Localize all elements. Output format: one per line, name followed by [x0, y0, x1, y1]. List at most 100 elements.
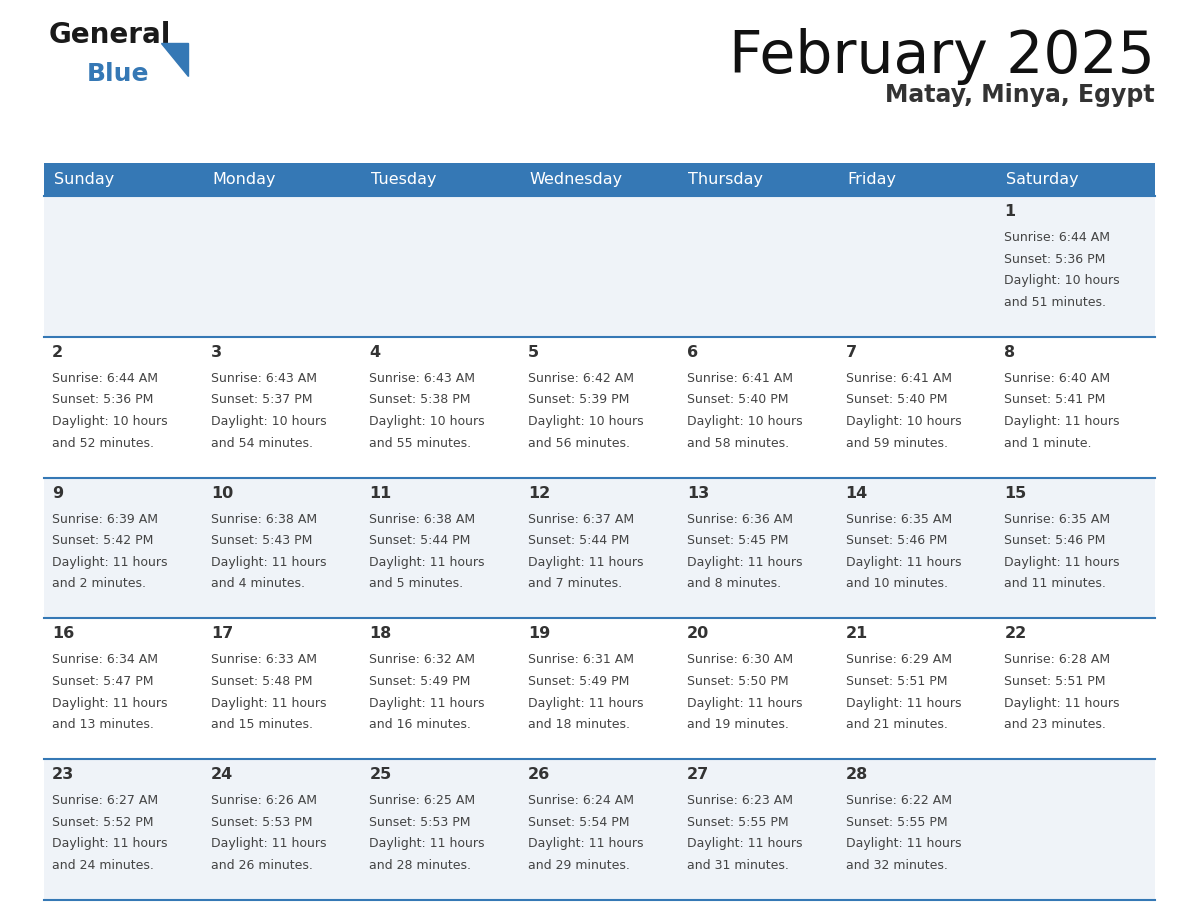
- Text: Daylight: 11 hours: Daylight: 11 hours: [52, 697, 168, 710]
- Text: Daylight: 11 hours: Daylight: 11 hours: [687, 555, 802, 569]
- Text: 22: 22: [1004, 626, 1026, 642]
- Bar: [203, 337, 361, 477]
- Bar: [997, 337, 1155, 477]
- Text: Sunrise: 6:22 AM: Sunrise: 6:22 AM: [846, 794, 952, 807]
- Text: 11: 11: [369, 486, 392, 500]
- Text: 6: 6: [687, 345, 699, 360]
- Text: and 56 minutes.: and 56 minutes.: [529, 437, 630, 450]
- Text: 26: 26: [529, 767, 550, 782]
- Text: Sunrise: 6:42 AM: Sunrise: 6:42 AM: [529, 372, 634, 385]
- Text: Tuesday: Tuesday: [371, 172, 436, 187]
- Text: 23: 23: [52, 767, 74, 782]
- Bar: [44, 196, 203, 337]
- Bar: [44, 759, 203, 900]
- Bar: [520, 163, 678, 196]
- Text: Sunset: 5:36 PM: Sunset: 5:36 PM: [1004, 252, 1106, 265]
- Text: 15: 15: [1004, 486, 1026, 500]
- Text: Sunrise: 6:30 AM: Sunrise: 6:30 AM: [687, 654, 792, 666]
- Text: Sunset: 5:46 PM: Sunset: 5:46 PM: [1004, 534, 1106, 547]
- Bar: [203, 163, 361, 196]
- Text: Sunrise: 6:24 AM: Sunrise: 6:24 AM: [529, 794, 634, 807]
- Text: 24: 24: [210, 767, 233, 782]
- Bar: [520, 759, 678, 900]
- Text: and 54 minutes.: and 54 minutes.: [210, 437, 312, 450]
- Bar: [361, 619, 520, 759]
- Text: Sunrise: 6:25 AM: Sunrise: 6:25 AM: [369, 794, 475, 807]
- Text: and 10 minutes.: and 10 minutes.: [846, 577, 948, 590]
- Bar: [361, 163, 520, 196]
- Bar: [203, 759, 361, 900]
- Bar: [361, 196, 520, 337]
- Text: 5: 5: [529, 345, 539, 360]
- Text: and 5 minutes.: and 5 minutes.: [369, 577, 463, 590]
- Text: and 28 minutes.: and 28 minutes.: [369, 859, 472, 872]
- Text: Daylight: 10 hours: Daylight: 10 hours: [846, 415, 961, 428]
- Bar: [44, 619, 203, 759]
- Text: Daylight: 11 hours: Daylight: 11 hours: [529, 837, 644, 850]
- Text: 28: 28: [846, 767, 867, 782]
- Text: General: General: [49, 21, 171, 49]
- Text: 7: 7: [846, 345, 857, 360]
- Text: Sunrise: 6:38 AM: Sunrise: 6:38 AM: [210, 512, 317, 526]
- Text: and 7 minutes.: and 7 minutes.: [529, 577, 623, 590]
- Bar: [997, 163, 1155, 196]
- Bar: [838, 337, 997, 477]
- Text: Daylight: 11 hours: Daylight: 11 hours: [1004, 697, 1120, 710]
- Text: 2: 2: [52, 345, 63, 360]
- Text: Daylight: 11 hours: Daylight: 11 hours: [846, 837, 961, 850]
- Text: Sunrise: 6:36 AM: Sunrise: 6:36 AM: [687, 512, 792, 526]
- Text: Sunset: 5:39 PM: Sunset: 5:39 PM: [529, 394, 630, 407]
- Text: Blue: Blue: [87, 62, 150, 86]
- Text: Daylight: 11 hours: Daylight: 11 hours: [210, 697, 327, 710]
- Bar: [997, 477, 1155, 619]
- Text: Sunrise: 6:33 AM: Sunrise: 6:33 AM: [210, 654, 317, 666]
- Text: Daylight: 10 hours: Daylight: 10 hours: [1004, 274, 1120, 287]
- Text: Daylight: 11 hours: Daylight: 11 hours: [846, 555, 961, 569]
- Text: Sunset: 5:40 PM: Sunset: 5:40 PM: [687, 394, 789, 407]
- Bar: [361, 477, 520, 619]
- Text: Daylight: 10 hours: Daylight: 10 hours: [529, 415, 644, 428]
- Text: Daylight: 11 hours: Daylight: 11 hours: [52, 555, 168, 569]
- Bar: [520, 619, 678, 759]
- Text: Friday: Friday: [847, 172, 896, 187]
- Text: and 52 minutes.: and 52 minutes.: [52, 437, 154, 450]
- Text: Sunset: 5:48 PM: Sunset: 5:48 PM: [210, 675, 312, 688]
- Text: and 11 minutes.: and 11 minutes.: [1004, 577, 1106, 590]
- Text: Sunrise: 6:43 AM: Sunrise: 6:43 AM: [369, 372, 475, 385]
- Text: and 24 minutes.: and 24 minutes.: [52, 859, 154, 872]
- Text: Sunset: 5:54 PM: Sunset: 5:54 PM: [529, 816, 630, 829]
- Text: Daylight: 11 hours: Daylight: 11 hours: [687, 697, 802, 710]
- Text: Sunrise: 6:44 AM: Sunrise: 6:44 AM: [52, 372, 158, 385]
- Text: Sunrise: 6:27 AM: Sunrise: 6:27 AM: [52, 794, 158, 807]
- Text: February 2025: February 2025: [729, 28, 1155, 85]
- Text: Sunset: 5:55 PM: Sunset: 5:55 PM: [846, 816, 947, 829]
- Text: Daylight: 10 hours: Daylight: 10 hours: [210, 415, 327, 428]
- Text: 25: 25: [369, 767, 392, 782]
- Text: Sunrise: 6:34 AM: Sunrise: 6:34 AM: [52, 654, 158, 666]
- Text: Sunrise: 6:39 AM: Sunrise: 6:39 AM: [52, 512, 158, 526]
- Text: Daylight: 11 hours: Daylight: 11 hours: [1004, 415, 1120, 428]
- Text: Thursday: Thursday: [688, 172, 764, 187]
- Text: and 16 minutes.: and 16 minutes.: [369, 718, 472, 732]
- Text: Daylight: 11 hours: Daylight: 11 hours: [369, 697, 485, 710]
- Text: and 19 minutes.: and 19 minutes.: [687, 718, 789, 732]
- Bar: [44, 477, 203, 619]
- Bar: [44, 337, 203, 477]
- Bar: [44, 163, 203, 196]
- Text: Sunset: 5:49 PM: Sunset: 5:49 PM: [529, 675, 630, 688]
- Text: Sunset: 5:47 PM: Sunset: 5:47 PM: [52, 675, 153, 688]
- Text: Sunset: 5:49 PM: Sunset: 5:49 PM: [369, 675, 470, 688]
- Text: Daylight: 10 hours: Daylight: 10 hours: [52, 415, 168, 428]
- Bar: [997, 196, 1155, 337]
- Text: and 8 minutes.: and 8 minutes.: [687, 577, 781, 590]
- Bar: [838, 163, 997, 196]
- Text: 17: 17: [210, 626, 233, 642]
- Bar: [678, 196, 838, 337]
- Bar: [203, 196, 361, 337]
- Text: 16: 16: [52, 626, 74, 642]
- Text: Sunrise: 6:29 AM: Sunrise: 6:29 AM: [846, 654, 952, 666]
- Text: Sunset: 5:37 PM: Sunset: 5:37 PM: [210, 394, 312, 407]
- Text: 3: 3: [210, 345, 222, 360]
- Text: and 18 minutes.: and 18 minutes.: [529, 718, 630, 732]
- Text: 19: 19: [529, 626, 550, 642]
